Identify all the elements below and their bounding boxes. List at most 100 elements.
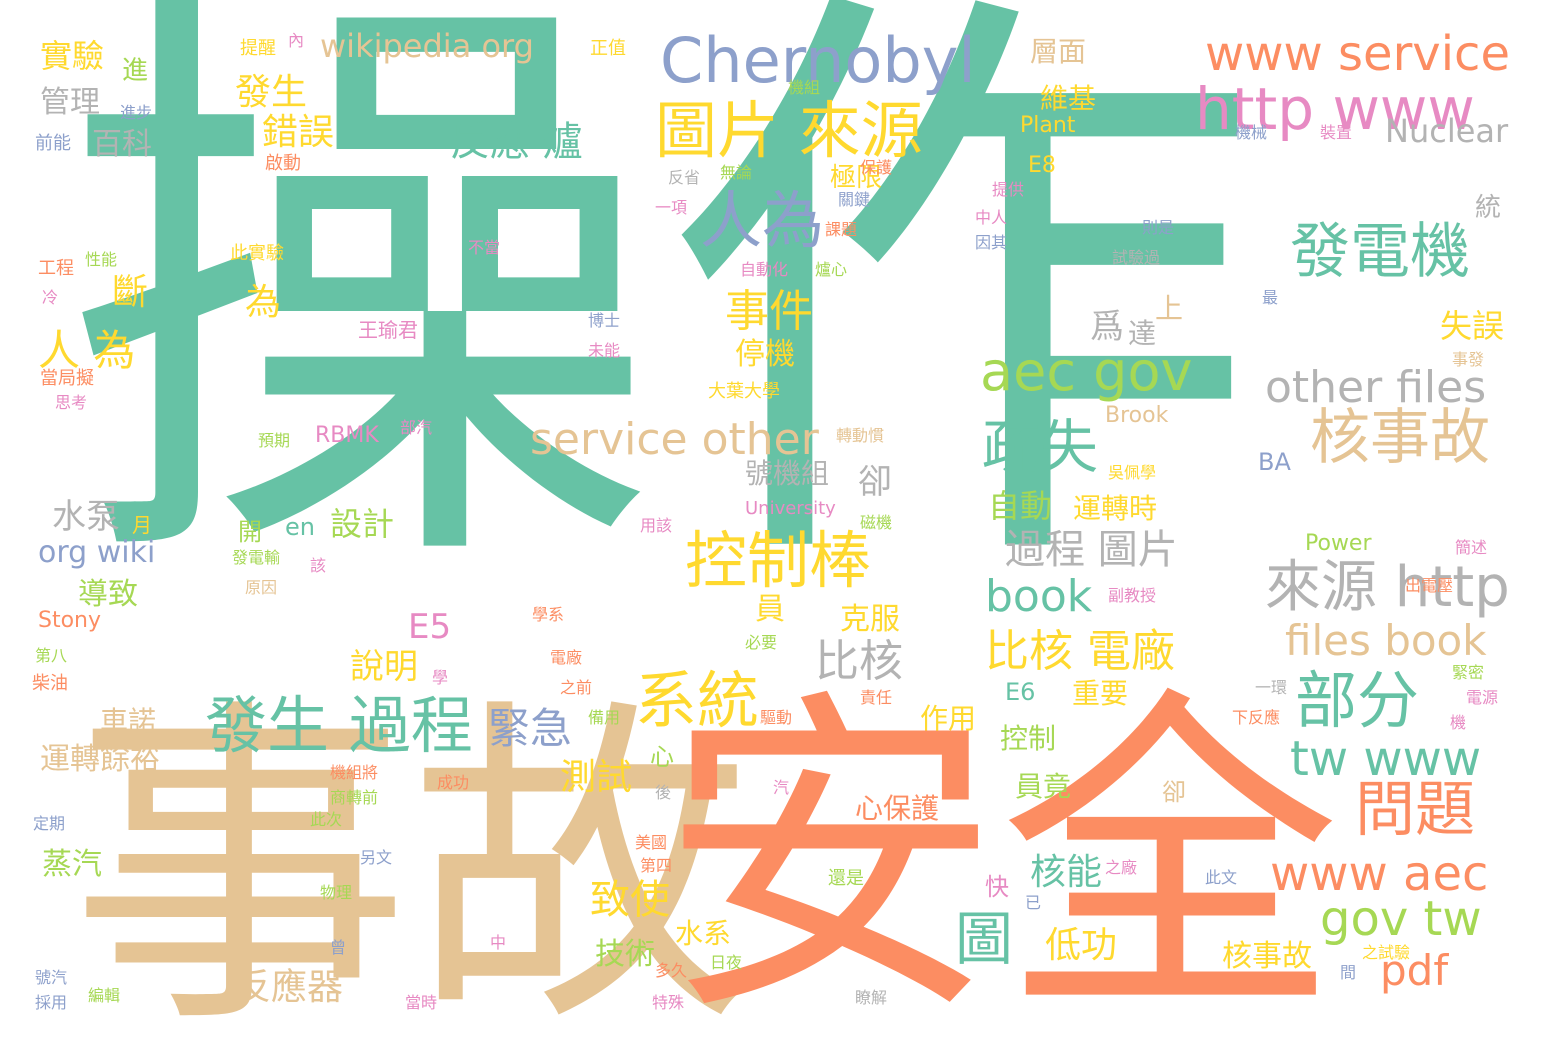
word: 反應器 — [235, 967, 344, 1008]
word: 冷 — [42, 288, 59, 307]
word: 原因 — [245, 578, 278, 597]
word: 工程 — [38, 258, 74, 279]
word: 一項 — [655, 198, 688, 217]
word: en — [285, 513, 315, 541]
word: 上 — [1155, 292, 1184, 325]
word: 試驗過 — [1112, 248, 1161, 267]
word: 編輯 — [88, 986, 121, 1005]
word: 運轉時 — [1073, 492, 1158, 525]
word: 來源 http — [1265, 555, 1510, 620]
word: Stony — [38, 608, 102, 633]
word: aec gov — [980, 340, 1193, 403]
word: 圖 — [955, 905, 1014, 973]
word: E8 — [1028, 153, 1056, 178]
word: 汽 — [773, 778, 790, 797]
word: www aec — [1270, 846, 1489, 902]
word: 安全 — [660, 662, 1340, 1052]
word: 重要 — [1072, 677, 1129, 710]
word: 號汽 — [35, 968, 68, 987]
word: 快 — [985, 873, 1009, 901]
word: 之廠 — [1105, 858, 1138, 877]
word: 因其 — [975, 233, 1008, 252]
word: wikipedia org — [320, 27, 534, 65]
word: 磁機 — [860, 513, 893, 532]
word: 控制棒 — [685, 524, 872, 597]
word: 事發 — [1452, 350, 1485, 369]
word: 錯誤 — [262, 112, 335, 153]
word: 疏失 — [982, 413, 1099, 481]
word: 管理 — [40, 85, 100, 120]
word: 後 — [655, 783, 672, 802]
word: 中 — [490, 933, 507, 952]
word: 電源 — [1466, 688, 1499, 707]
word: 達 — [1128, 317, 1157, 350]
word: 此文 — [1205, 868, 1238, 887]
word: 月 — [132, 513, 152, 537]
word: 不當 — [468, 238, 501, 257]
word: 系統 — [635, 664, 760, 737]
word: 此次 — [310, 810, 343, 829]
word: files book — [1285, 616, 1487, 665]
word: 發電輸 — [232, 548, 281, 567]
word: 思考 — [55, 393, 88, 412]
word: 開 — [238, 518, 262, 546]
word: 博士 — [588, 311, 621, 330]
word: 維基 — [1040, 82, 1097, 115]
word: 驅動 — [760, 708, 793, 727]
word: 運轉餘裕 — [40, 742, 160, 777]
word: 員 — [755, 592, 785, 627]
word: 說明 — [350, 647, 418, 687]
word: org wiki — [38, 535, 156, 570]
word: 提供 — [992, 180, 1025, 199]
word: 進 — [122, 56, 149, 86]
word: 百科 — [92, 127, 152, 162]
word: gov tw — [1320, 891, 1482, 947]
word: 爲 — [1090, 307, 1124, 347]
word: 水泵 — [52, 497, 120, 537]
word: 測試 — [560, 757, 633, 798]
word: 關鍵 — [838, 190, 871, 209]
word: 控制 — [1000, 722, 1057, 755]
word: 比核 — [815, 636, 903, 687]
word: 緊密 — [1452, 663, 1485, 682]
word: 克服 — [840, 602, 900, 637]
word: 自動 — [988, 487, 1053, 525]
word: 無論 — [720, 163, 753, 182]
word: 保護 — [860, 158, 893, 177]
word: 當時 — [405, 993, 438, 1012]
word: 導致 — [78, 577, 138, 612]
word: 員竟 — [1015, 770, 1072, 803]
word: 轉動慣 — [836, 426, 885, 445]
word: 機組 — [788, 78, 821, 97]
word: 極限 — [830, 163, 883, 193]
word: 前能 — [35, 133, 71, 154]
word: Power — [1305, 531, 1372, 556]
word: 設計 — [330, 505, 395, 543]
word: 自動化 — [740, 260, 789, 279]
word: 圖片 來源 — [655, 94, 923, 167]
word: 當局擬 — [40, 368, 94, 389]
word: 特殊 — [652, 993, 685, 1012]
word: Nuclear — [1385, 112, 1509, 150]
word: 該 — [310, 556, 327, 575]
word: 部汽 — [400, 418, 433, 437]
word: 下反應 — [1232, 708, 1281, 727]
word: 進步 — [120, 103, 153, 122]
word: E5 — [408, 607, 452, 647]
word: 簡述 — [1455, 538, 1488, 557]
word: 採用 — [35, 993, 68, 1012]
word: 比核 電廠 — [985, 626, 1175, 677]
word: 此實驗 — [230, 243, 284, 264]
word: 問題 — [1355, 775, 1475, 845]
word: 學 — [432, 668, 449, 687]
word: 商轉前 — [330, 788, 379, 807]
word: RBMK — [315, 423, 379, 448]
word: 用該 — [640, 516, 673, 535]
word: service other — [530, 414, 819, 465]
word: 美國 — [635, 833, 668, 852]
word: 最 — [1262, 288, 1279, 307]
word: 事故 — [70, 672, 750, 1052]
word: 斷 — [112, 272, 149, 313]
word: 卻 — [858, 462, 892, 502]
word: 責任 — [860, 688, 893, 707]
